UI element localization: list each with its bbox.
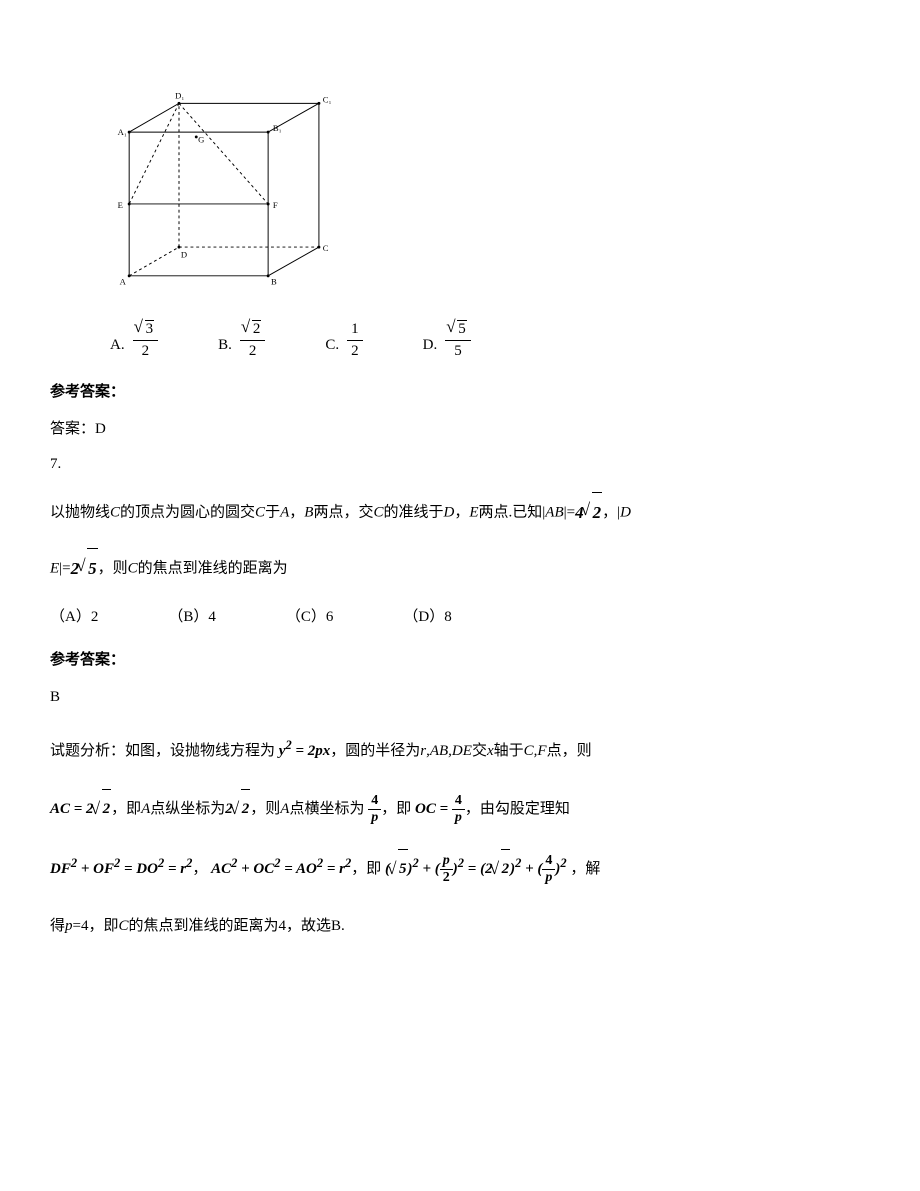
eq-parabola: y2 = 2px xyxy=(279,743,330,759)
svg-text:A: A xyxy=(120,276,127,286)
q7-choice-a: （A）2 xyxy=(50,604,98,631)
option-a-frac: 3 2 xyxy=(133,320,159,359)
svg-text:C₁: C₁ xyxy=(323,94,332,104)
q7-analysis-line3: DF2 + OF2 = DO2 = r2， AC2 + OC2 = AO2 = … xyxy=(50,847,870,889)
svg-text:D₁: D₁ xyxy=(175,91,184,101)
option-d-frac: 5 5 xyxy=(445,320,471,359)
cube-diagram: A B C D A₁ B₁ C₁ D₁ E F G xyxy=(110,60,340,300)
eq-ac: AC = 22 xyxy=(50,801,111,817)
q7-stem: 以抛物线C的顶点为圆心的圆交C于A，B两点，交C的准线于D，E两点.已知|AB|… xyxy=(50,492,870,534)
expr-4sqrt2: 42 xyxy=(575,492,602,534)
eq-oc: OC = xyxy=(415,801,452,817)
option-c-letter: C. xyxy=(325,332,339,359)
svg-text:D: D xyxy=(181,250,187,260)
svg-text:A₁: A₁ xyxy=(118,127,127,137)
answer6-text: 答案：D xyxy=(50,416,870,443)
answer7-label: 参考答案： xyxy=(50,647,870,674)
q7-choice-b: （B）4 xyxy=(168,604,216,631)
val-2sqrt2: 22 xyxy=(225,801,250,817)
q7-analysis: 试题分析：如图，设抛物线方程为 y2 = 2px，圆的半径为r,AB,DE交x轴… xyxy=(50,729,870,771)
svg-text:C: C xyxy=(323,243,329,253)
option-d-letter: D. xyxy=(423,332,438,359)
answer6-label: 参考答案： xyxy=(50,379,870,406)
option-c-frac: 1 2 xyxy=(347,321,363,359)
eq-pyth1: DF2 + OF2 = DO2 = r2 xyxy=(50,861,192,877)
q7-analysis-line4: 得p=4，即C的焦点到准线的距离为4，故选B. xyxy=(50,907,870,946)
svg-text:B₁: B₁ xyxy=(273,123,282,133)
q7-stem-line2: E|=25，则C的焦点到准线的距离为 xyxy=(50,548,870,590)
frac-4-over-p-2: 4p xyxy=(452,794,465,825)
option-b: B. 2 2 xyxy=(218,320,265,359)
option-b-letter: B. xyxy=(218,332,232,359)
frac-4-over-p: 4p xyxy=(368,794,381,825)
q7-choice-c: （C）6 xyxy=(286,604,334,631)
svg-text:F: F xyxy=(273,200,278,210)
q7-choices: （A）2 （B）4 （C）6 （D）8 xyxy=(50,604,870,631)
eq-pyth2: AC2 + OC2 = AO2 = r2 xyxy=(211,861,351,877)
answer7-letter: B xyxy=(50,684,870,711)
q6-options: A. 3 2 B. 2 2 C. 1 2 D. 5 5 xyxy=(110,320,870,359)
svg-text:E: E xyxy=(118,200,123,210)
svg-text:B: B xyxy=(271,276,277,286)
q7-analysis-line2: AC = 22，即A点纵坐标为22，则A点横坐标为 4p，即 OC = 4p，由… xyxy=(50,789,870,829)
q7-choice-d: （D）8 xyxy=(403,604,451,631)
option-d: D. 5 5 xyxy=(423,320,471,359)
option-c: C. 1 2 xyxy=(325,321,362,359)
option-a-letter: A. xyxy=(110,332,125,359)
eq-long: (5)2 + (p2)2 = (22)2 + (4p)2 xyxy=(385,861,570,877)
svg-text:G: G xyxy=(198,135,204,145)
option-a: A. 3 2 xyxy=(110,320,158,359)
expr-2sqrt5: 25 xyxy=(71,548,98,590)
option-b-frac: 2 2 xyxy=(240,320,266,359)
q7-number: 7. xyxy=(50,451,870,478)
